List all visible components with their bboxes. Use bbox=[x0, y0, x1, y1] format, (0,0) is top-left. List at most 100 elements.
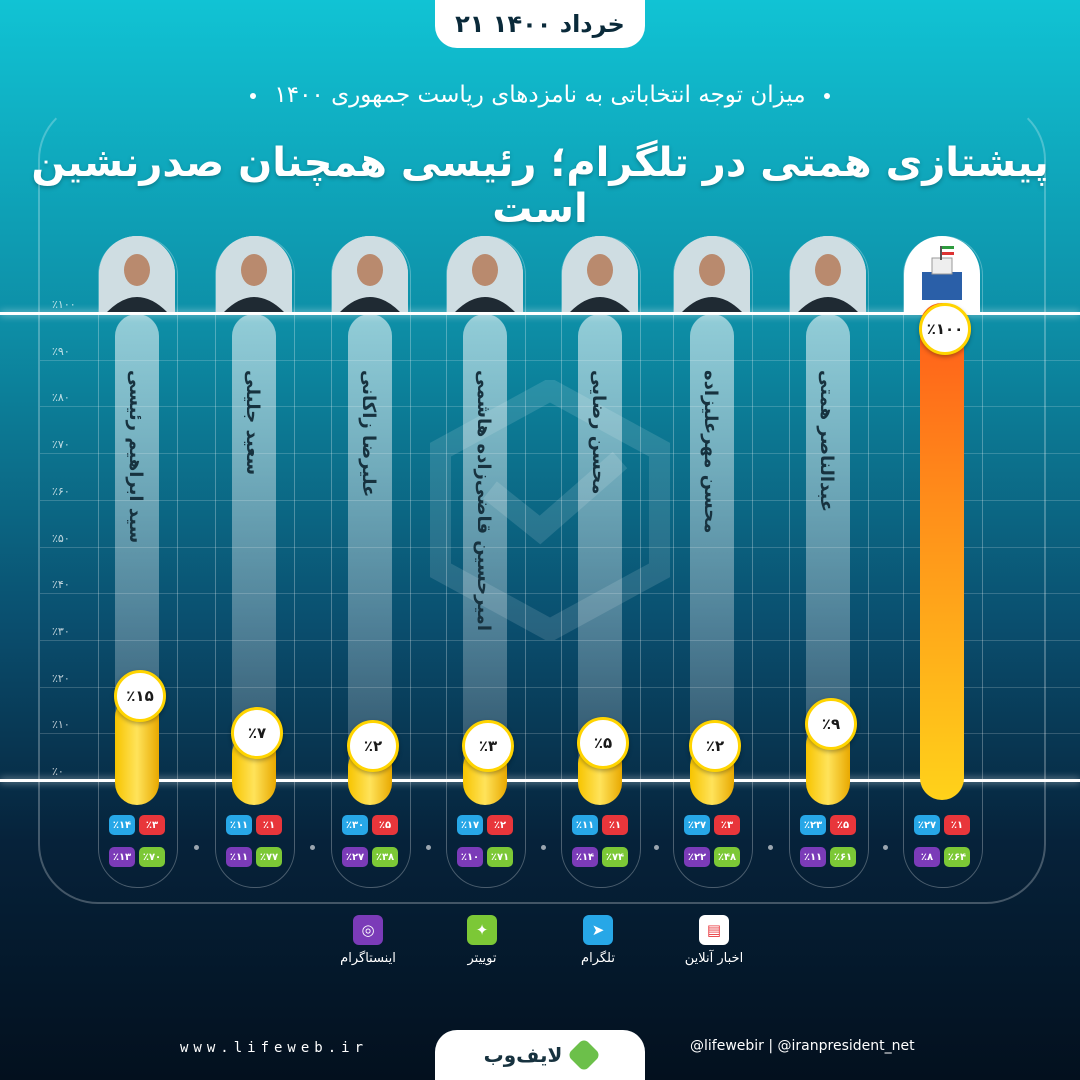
y-tick-label: ٪۵۰ bbox=[52, 531, 70, 545]
telegram-icon: ➤ bbox=[583, 915, 613, 945]
candidate-name: سعید جلیلی bbox=[242, 370, 263, 476]
share-twitter: ٪۷۴ bbox=[602, 847, 628, 867]
gridline bbox=[40, 733, 1080, 735]
y-tick-label: ٪۸۰ bbox=[52, 391, 70, 405]
y-tick-label: ٪۱۰ bbox=[52, 718, 70, 732]
baseline-100 bbox=[0, 312, 1080, 315]
subtitle-dot-right bbox=[823, 92, 830, 99]
candidate-photo bbox=[790, 236, 866, 312]
share-telegram: ٪۳۰ bbox=[342, 815, 368, 835]
candidate-photo bbox=[674, 236, 750, 312]
share-instagram: ٪۱۰ bbox=[457, 847, 483, 867]
candidate-name: سید ابراهیم رئیسی bbox=[125, 370, 146, 544]
bar-track bbox=[690, 314, 734, 780]
y-tick-label: ٪۴۰ bbox=[52, 578, 70, 592]
share-news: ٪۱ bbox=[256, 815, 282, 835]
value-badge: ٪۵ bbox=[577, 716, 629, 769]
twitter-icon: ✦ bbox=[467, 915, 497, 945]
y-tick-label: ٪۰ bbox=[52, 765, 64, 778]
legend-label-instagram: اینستاگرام bbox=[340, 951, 396, 966]
headline: پیشتازی همتی در تلگرام؛ رئیسی همچنان صدر… bbox=[31, 140, 1049, 232]
share-twitter: ٪۳۸ bbox=[372, 847, 398, 867]
gridline bbox=[40, 593, 1080, 595]
candidate-name: محسن مهرعلیزاده bbox=[700, 370, 721, 534]
share-twitter: ٪۷۷ bbox=[256, 847, 282, 867]
gridline bbox=[40, 546, 1080, 548]
candidate-name: علیرضا زاکانی bbox=[358, 370, 379, 498]
share-instagram: ٪۱۴ bbox=[572, 847, 598, 867]
share-twitter: ٪۶۴ bbox=[944, 847, 970, 867]
y-tick-label: ٪۷۰ bbox=[52, 438, 70, 452]
share-telegram: ٪۱۱ bbox=[226, 815, 252, 835]
share-news: ٪۱ bbox=[944, 815, 970, 835]
share-instagram: ٪۱۱ bbox=[226, 847, 252, 867]
date-text: ۲۱ خرداد ۱۴۰۰ bbox=[455, 10, 625, 38]
share-news: ٪۵ bbox=[830, 815, 856, 835]
separator-dot bbox=[425, 845, 431, 850]
gridline bbox=[40, 686, 1080, 688]
share-twitter: ٪۶۱ bbox=[830, 847, 856, 867]
share-news: ٪۳ bbox=[139, 815, 165, 835]
value-badge: ٪۱۰۰ bbox=[919, 303, 971, 355]
footer-handles[interactable]: @lifewebir | @iranpresident_net bbox=[690, 1038, 915, 1054]
candidate-photo bbox=[562, 236, 638, 312]
separator-dot bbox=[654, 845, 659, 850]
y-tick-label: ٪۲۰ bbox=[52, 671, 70, 685]
gridline bbox=[40, 499, 1080, 501]
share-telegram: ٪۱۱ bbox=[572, 815, 598, 835]
share-twitter: ٪۴۸ bbox=[714, 847, 740, 867]
y-tick-label: ٪۶۰ bbox=[52, 484, 70, 498]
gridline bbox=[40, 359, 1080, 361]
y-tick-label: ٪۱۰۰ bbox=[52, 298, 76, 311]
brand-name: لایف‌وب bbox=[483, 1043, 563, 1067]
footer-brand: لایف‌وب bbox=[435, 1030, 645, 1080]
value-badge: ٪۲ bbox=[689, 720, 741, 772]
footer-url[interactable]: www.lifeweb.ir bbox=[180, 1040, 369, 1056]
brand-logo-icon bbox=[567, 1038, 602, 1072]
candidate-name: امیرحسین قاضی‌زاده هاشمی bbox=[473, 370, 494, 631]
separator-dot bbox=[768, 845, 773, 850]
bar-track bbox=[463, 314, 507, 780]
share-telegram: ٪۱۴ bbox=[109, 815, 135, 835]
candidate-name: عبدالناصر همتی bbox=[816, 370, 837, 513]
share-instagram: ٪۱۱ bbox=[800, 847, 826, 867]
share-telegram: ٪۱۷ bbox=[457, 815, 483, 835]
candidate-photo bbox=[216, 236, 292, 312]
legend-label-twitter: توییتر bbox=[467, 951, 497, 966]
candidate-name: محسن رضایی bbox=[588, 370, 609, 495]
value-badge: ٪۳ bbox=[462, 720, 514, 772]
legend-item-twitter: ✦ توییتر bbox=[432, 915, 532, 966]
gridline bbox=[40, 406, 1080, 408]
gridline bbox=[40, 453, 1080, 455]
share-instagram: ٪۱۳ bbox=[109, 847, 135, 867]
subtitle: میزان توجه انتخاباتی به نامزدهای ریاست ج… bbox=[0, 82, 1080, 108]
y-tick-label: ٪۳۰ bbox=[52, 624, 70, 638]
legend-label-news: اخبار آنلاین bbox=[684, 951, 744, 966]
value-badge: ٪۷ bbox=[231, 707, 283, 760]
share-telegram: ٪۲۳ bbox=[800, 815, 826, 835]
legend-item-telegram: ➤ تلگرام bbox=[548, 915, 648, 966]
date-pill: ۲۱ خرداد ۱۴۰۰ bbox=[435, 0, 645, 48]
instagram-icon: ◎ bbox=[353, 915, 383, 945]
share-telegram: ٪۲۷ bbox=[914, 815, 940, 835]
value-bar bbox=[920, 303, 964, 800]
legend-item-instagram: ◎ اینستاگرام bbox=[318, 915, 418, 966]
subtitle-dot-left bbox=[250, 92, 257, 99]
separator-dot bbox=[540, 845, 546, 850]
legend-label-telegram: تلگرام bbox=[581, 951, 615, 966]
share-instagram: ٪۲۷ bbox=[342, 847, 368, 867]
share-twitter: ٪۷۱ bbox=[487, 847, 513, 867]
candidate-photo bbox=[99, 236, 175, 312]
chart-frame bbox=[38, 100, 1046, 904]
bar-track bbox=[578, 314, 622, 780]
share-instagram: ٪۸ bbox=[914, 847, 940, 867]
separator-dot bbox=[193, 845, 199, 850]
bar-track bbox=[348, 314, 392, 780]
baseline-0 bbox=[0, 779, 1080, 782]
separator-dot bbox=[310, 845, 315, 850]
value-badge: ٪۹ bbox=[805, 697, 857, 750]
subtitle-text: میزان توجه انتخاباتی به نامزدهای ریاست ج… bbox=[274, 82, 806, 108]
share-telegram: ٪۲۷ bbox=[684, 815, 710, 835]
value-badge: ٪۲ bbox=[347, 720, 399, 772]
candidate-photo bbox=[332, 236, 408, 312]
